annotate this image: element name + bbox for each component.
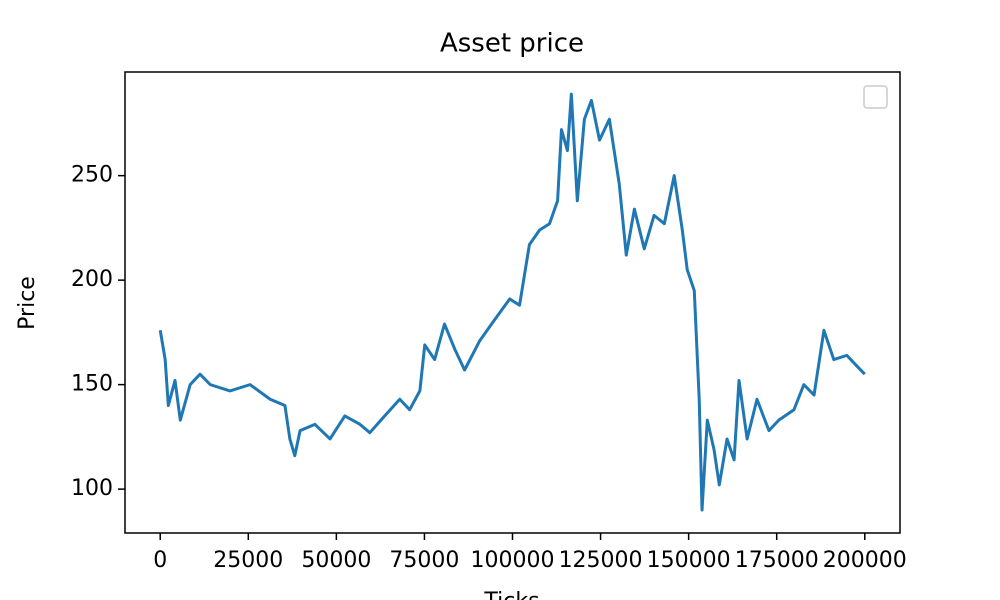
y-tick-label: 200 [71,267,113,292]
x-tick-label: 0 [153,548,167,573]
plot-frame [124,71,901,534]
y-axis-label: Price [15,276,40,330]
y-tick-label: 250 [71,163,113,188]
x-tick-label: 175000 [735,548,819,573]
x-tick-label: 100000 [471,548,555,573]
x-tick-label: 150000 [647,548,731,573]
legend-box [863,85,888,109]
x-tick-label: 125000 [559,548,643,573]
price-line [158,92,866,512]
x-tick-label: 200000 [823,548,907,573]
y-tick-label: 150 [71,372,113,397]
chart-title: Asset price [440,29,584,59]
x-tick-label: 75000 [389,548,459,573]
x-tick-label: 25000 [213,548,283,573]
x-axis-label: Ticks [483,589,539,600]
x-tick-label: 50000 [301,548,371,573]
y-tick-label: 100 [71,476,113,501]
